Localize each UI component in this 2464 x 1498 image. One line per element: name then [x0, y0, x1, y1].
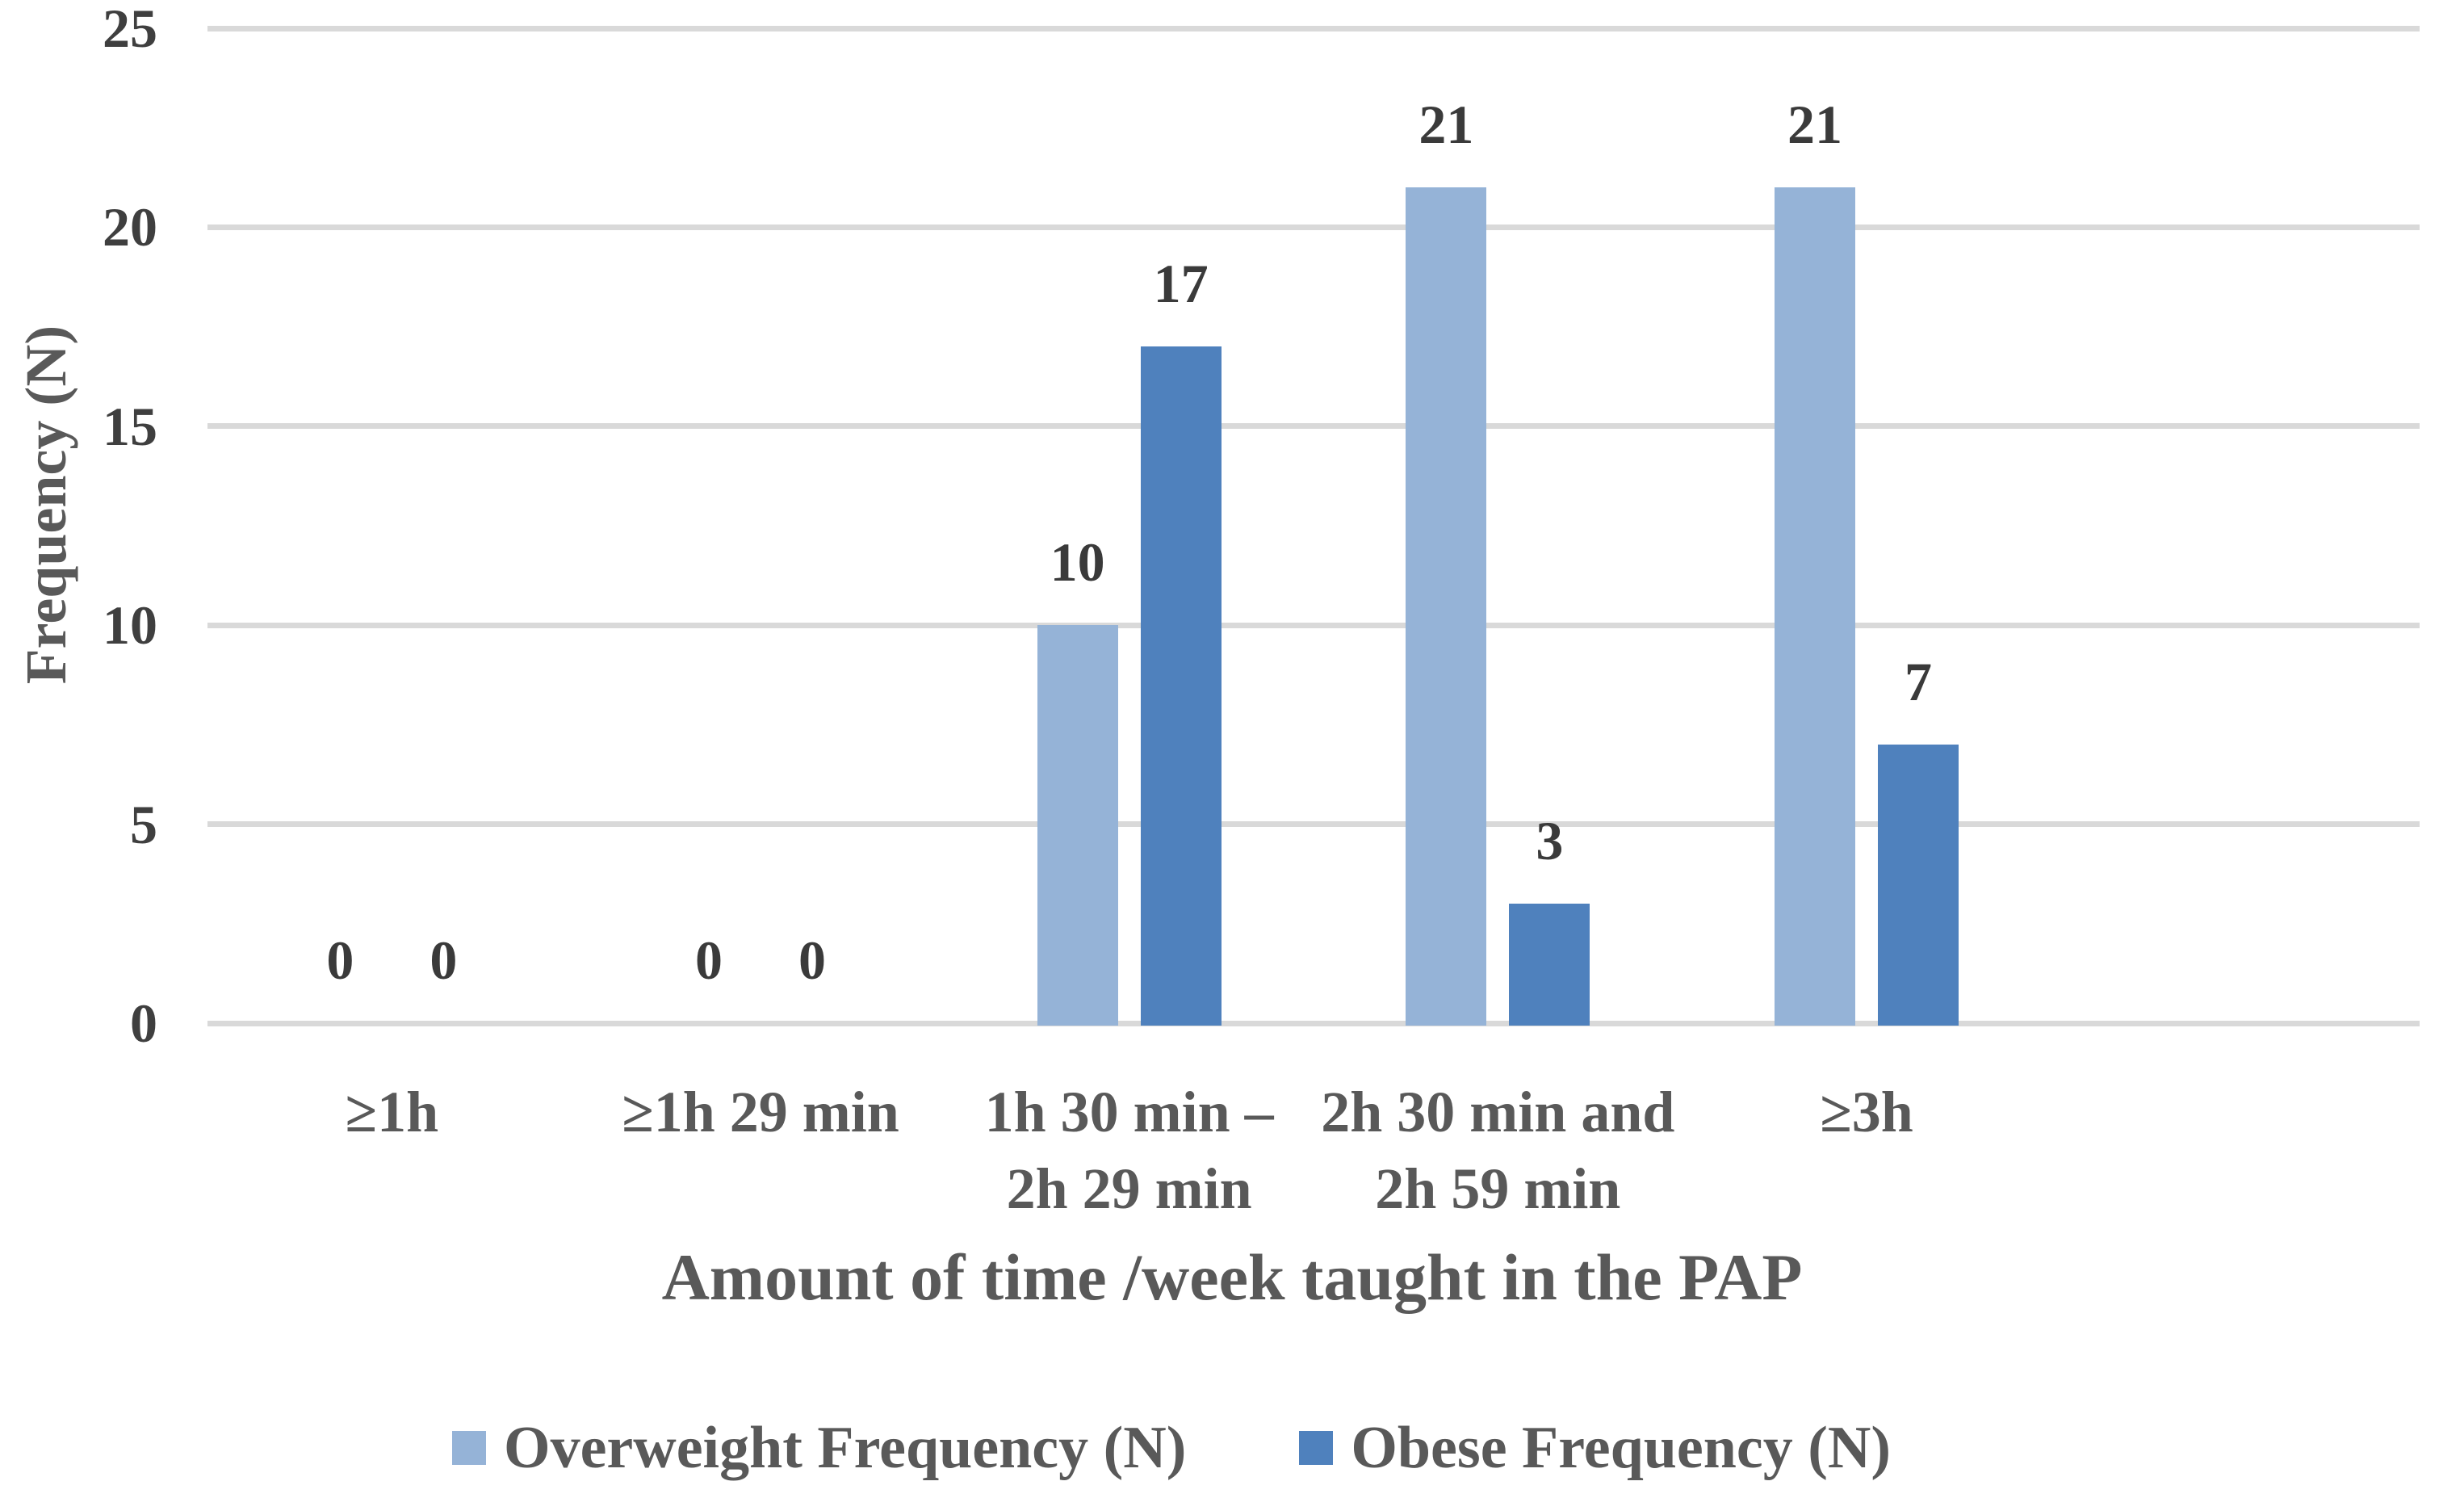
gridline-y-0 — [207, 1020, 2420, 1026]
obese-bar-3 — [1140, 346, 1222, 1026]
x-axis-title: Amount of time /week taught in the PAP — [661, 1240, 1803, 1314]
bar-value-label: 17 — [1153, 253, 1209, 315]
bar-value-label: 0 — [430, 929, 458, 991]
y-tick-label: 5 — [130, 793, 157, 855]
bar-value-label: 0 — [326, 929, 354, 991]
bar-value-label: 21 — [1787, 94, 1842, 156]
gridline-y-10 — [207, 622, 2420, 628]
overweight-bar-3 — [1037, 625, 1118, 1026]
legend-marker-icon — [1299, 1431, 1334, 1465]
legend-label: Obese Frequency (N) — [1351, 1415, 1891, 1481]
legend-item: Obese Frequency (N) — [1299, 1412, 1891, 1484]
bar-value-label: 7 — [1905, 651, 1932, 713]
category-label: 2h 30 min and 2h 59 min — [1321, 1080, 1675, 1221]
obese-bar-4 — [1509, 904, 1590, 1026]
legend: Overweight Frequency (N) Obese Frequency … — [0, 1404, 2403, 1492]
y-tick-label: 25 — [103, 0, 157, 59]
y-tick-label: 0 — [130, 992, 157, 1054]
legend-item: Overweight Frequency (N) — [452, 1412, 1186, 1484]
bar-value-label: 3 — [1536, 810, 1564, 872]
overweight-bar-5 — [1775, 187, 1855, 1026]
legend-label: Overweight Frequency (N) — [504, 1415, 1187, 1481]
gridline-y-20 — [207, 224, 2420, 230]
bar-value-label: 0 — [695, 929, 723, 991]
y-tick-label: 15 — [103, 395, 157, 457]
gridline-y-25 — [207, 25, 2420, 31]
legend-marker-icon — [452, 1431, 487, 1465]
obese-bar-5 — [1878, 745, 1959, 1026]
category-label: ≥1h — [345, 1080, 439, 1144]
bar-value-label: 0 — [798, 929, 826, 991]
category-label: 1h 30 min – 2h 29 min — [984, 1080, 1274, 1221]
bar-value-label: 10 — [1050, 531, 1105, 594]
gridline-y-15 — [207, 423, 2420, 430]
category-label: ≥1h 29 min — [622, 1080, 899, 1144]
category-label: ≥3h — [1820, 1080, 1913, 1144]
bar-value-label: 21 — [1418, 94, 1474, 156]
y-tick-label: 10 — [103, 594, 157, 657]
overweight-bar-4 — [1406, 187, 1487, 1026]
gridline-y-5 — [207, 821, 2420, 828]
y-tick-label: 20 — [103, 196, 157, 258]
